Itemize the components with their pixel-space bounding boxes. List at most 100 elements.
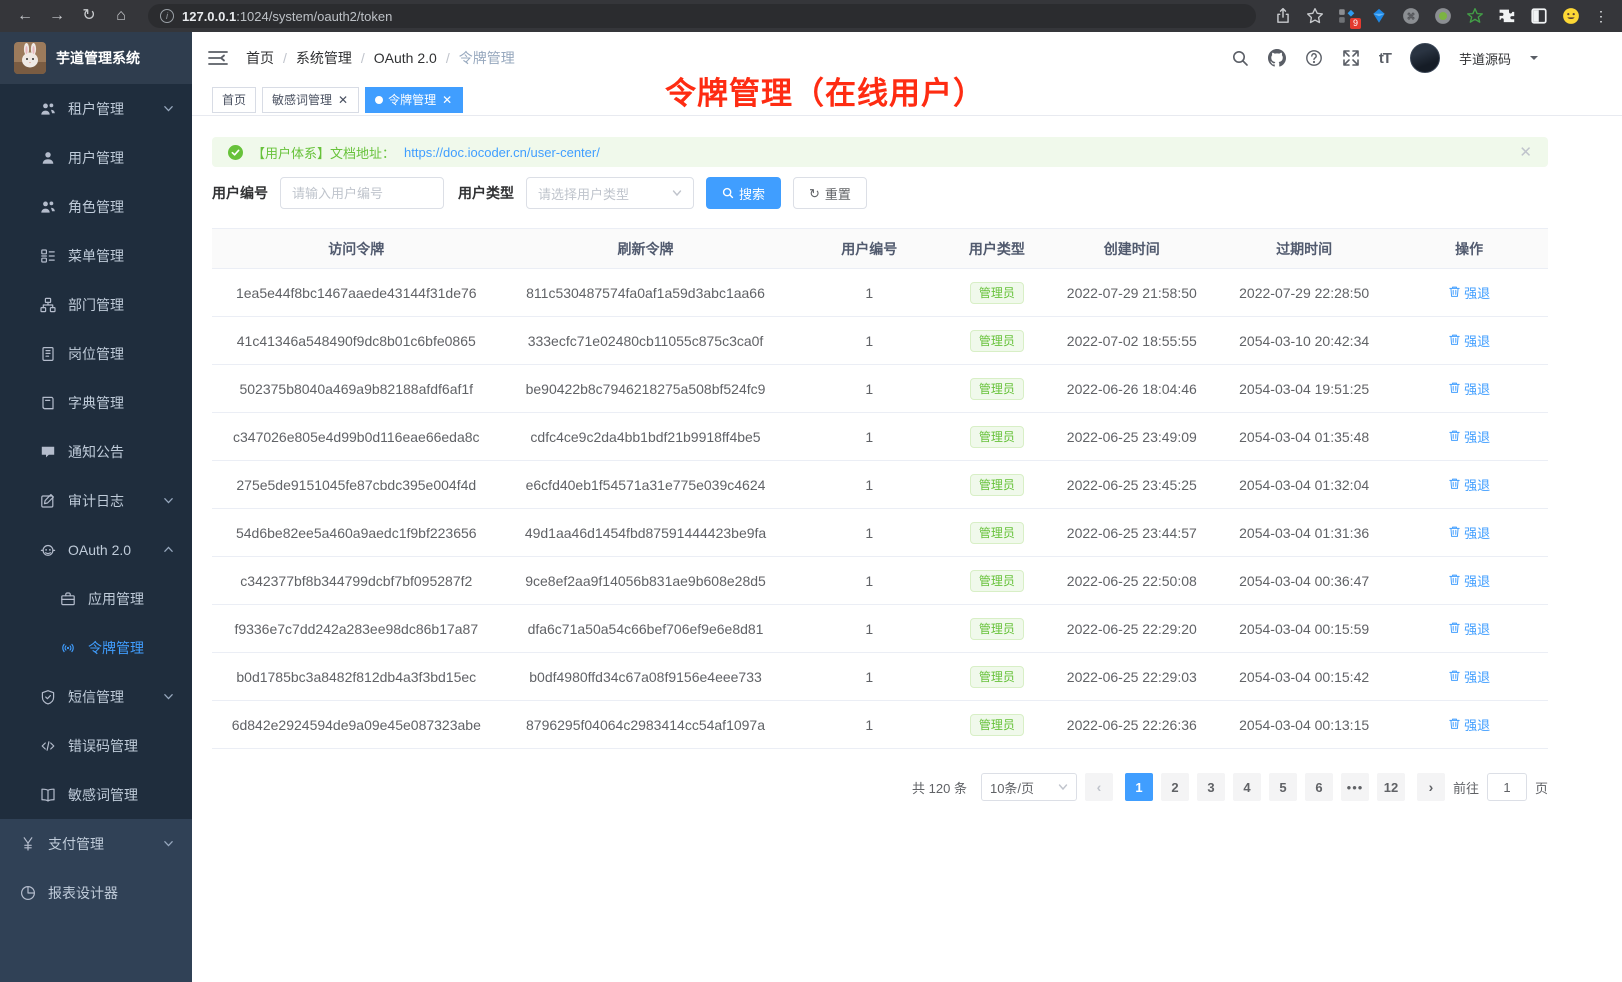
sidebar-item-sms[interactable]: 短信管理: [0, 672, 192, 721]
column-header: 刷新令牌: [500, 228, 791, 269]
table-row: 275e5de9151045fe87cbdc395e004f4d e6cfd40e…: [212, 460, 1548, 509]
refresh-token-cell: 333ecfc71e02480cb11055c875c3ca0f: [500, 316, 791, 365]
page-button-2[interactable]: 2: [1160, 773, 1189, 801]
force-logout-button[interactable]: 强退: [1448, 379, 1490, 398]
sidebar-item-role[interactable]: 角色管理: [0, 182, 192, 231]
force-logout-button[interactable]: 强退: [1448, 283, 1490, 302]
tab-2[interactable]: 令牌管理 ✕: [365, 86, 464, 113]
sidebar-item-dict[interactable]: 字典管理: [0, 378, 192, 427]
page-ellipsis[interactable]: •••: [1340, 773, 1369, 801]
next-page-button[interactable]: ›: [1416, 773, 1445, 801]
chevron-down-icon: [163, 103, 174, 114]
trash-icon: [1448, 477, 1461, 493]
column-header: 用户编号: [790, 228, 949, 269]
search-icon[interactable]: [1231, 49, 1249, 67]
force-logout-button[interactable]: 强退: [1448, 427, 1490, 446]
record-extension-icon[interactable]: [1434, 7, 1452, 25]
page-button-12[interactable]: 12: [1376, 773, 1405, 801]
force-logout-button[interactable]: 强退: [1448, 619, 1490, 638]
sidebar-item-dept[interactable]: 部门管理: [0, 280, 192, 329]
goto-page-input[interactable]: [1486, 773, 1527, 801]
breadcrumb-system[interactable]: 系统管理: [295, 50, 352, 66]
profile-emoji-icon[interactable]: [1562, 7, 1580, 25]
force-logout-button[interactable]: 强退: [1448, 523, 1490, 542]
sidebar-item-oauth2-app[interactable]: 应用管理: [0, 574, 192, 623]
app-logo-band[interactable]: 芋道管理系统: [0, 32, 192, 84]
share-icon[interactable]: [1274, 7, 1292, 25]
sidebar-item-user[interactable]: 用户管理: [0, 133, 192, 182]
browser-home-icon[interactable]: ⌂: [116, 7, 126, 24]
sidebar-item-menu[interactable]: 菜单管理: [0, 231, 192, 280]
page-size-select[interactable]: 10条/页: [980, 773, 1077, 801]
report-chart-icon: [20, 885, 36, 901]
user-type-cell: 管理员: [948, 460, 1046, 509]
user-id-input[interactable]: [280, 177, 444, 209]
pay-yen-icon: [20, 836, 36, 852]
page-button-4[interactable]: 4: [1232, 773, 1261, 801]
user-avatar[interactable]: [1409, 43, 1440, 73]
tab-1[interactable]: 敏感词管理 ✕: [262, 86, 360, 113]
gem-extension-icon[interactable]: [1370, 7, 1388, 25]
browser-back-icon[interactable]: ←: [17, 7, 33, 24]
breadcrumb-home[interactable]: 首页: [246, 50, 274, 66]
refresh-token-cell: 8796295f04064c2983414cc54af1097a: [500, 700, 791, 749]
sidebar-item-sensitive-word[interactable]: 敏感词管理: [0, 770, 192, 819]
search-button[interactable]: 搜索: [706, 177, 782, 209]
github-icon[interactable]: [1267, 49, 1286, 67]
user-name[interactable]: 芋道源码: [1458, 51, 1511, 67]
browser-toolbar: ← → ↻ ⌂ i 127.0.0.1:1024/system/oauth2/t…: [0, 0, 1622, 32]
oauth-robot-icon: [40, 542, 56, 558]
sidebar-item-report-designer[interactable]: 报表设计器: [0, 868, 192, 917]
site-info-icon[interactable]: i: [160, 9, 174, 23]
browser-reload-icon[interactable]: ↻: [82, 7, 96, 24]
sidebar-item-oauth2-token[interactable]: 令牌管理: [0, 623, 192, 672]
sidebar-item-oauth2[interactable]: OAuth 2.0: [0, 525, 192, 574]
reset-button[interactable]: ↻ 重置: [793, 177, 867, 209]
refresh-token-cell: dfa6c71a50a54c66bef706ef9e6e8d81: [500, 604, 791, 653]
page-button-5[interactable]: 5: [1268, 773, 1297, 801]
force-logout-button[interactable]: 强退: [1448, 331, 1490, 350]
tab-close-icon[interactable]: ✕: [338, 92, 349, 107]
browser-forward-icon[interactable]: →: [49, 7, 65, 24]
prev-page-button[interactable]: ‹: [1084, 773, 1113, 801]
sidebar-item-post[interactable]: 岗位管理: [0, 329, 192, 378]
sidebar-item-error-code[interactable]: 错误码管理: [0, 721, 192, 770]
command-extension-icon[interactable]: ⌘: [1402, 7, 1420, 25]
sidebar-item-notice[interactable]: 通知公告: [0, 427, 192, 476]
force-logout-button[interactable]: 强退: [1448, 667, 1490, 686]
user-type-select[interactable]: 请选择用户类型: [526, 177, 694, 209]
reading-mode-icon[interactable]: [1530, 7, 1548, 25]
address-bar[interactable]: i 127.0.0.1:1024/system/oauth2/token: [148, 4, 1256, 28]
tab-0[interactable]: 首页: [212, 86, 257, 113]
audit-log-icon: [40, 493, 56, 509]
help-icon[interactable]: [1305, 49, 1323, 67]
sidebar-item-pay[interactable]: 支付管理: [0, 819, 192, 868]
force-logout-button[interactable]: 强退: [1448, 571, 1490, 590]
force-logout-button[interactable]: 强退: [1448, 715, 1490, 734]
tab-groups-extension-icon[interactable]: 9: [1338, 7, 1361, 29]
access-token-cell: 1ea5e44f8bc1467aaede43144f31de76: [212, 268, 501, 317]
user-menu-caret-icon[interactable]: [1530, 56, 1538, 64]
fullscreen-icon[interactable]: [1342, 49, 1360, 67]
sidebar-collapse-icon[interactable]: [208, 50, 228, 66]
sidebar-item-audit-log[interactable]: 审计日志: [0, 476, 192, 525]
alert-close-icon[interactable]: ✕: [1519, 144, 1532, 161]
tab-close-icon[interactable]: ✕: [442, 92, 453, 107]
page-button-6[interactable]: 6: [1304, 773, 1333, 801]
bookmark-star-icon[interactable]: [1306, 7, 1324, 25]
breadcrumb-oauth2[interactable]: OAuth 2.0: [373, 50, 437, 66]
chevron-down-icon: [163, 838, 174, 849]
page-button-1[interactable]: 1: [1124, 773, 1153, 801]
post-badge-icon: [40, 346, 56, 362]
page-button-3[interactable]: 3: [1196, 773, 1225, 801]
puzzle-extensions-icon[interactable]: [1498, 7, 1516, 25]
doc-link[interactable]: https://doc.iocoder.cn/user-center/: [404, 144, 600, 160]
browser-menu-icon[interactable]: ⋮: [1594, 8, 1608, 24]
table-header-row: 访问令牌 刷新令牌 用户编号 用户类型 创建时间 过期时间 操作: [212, 228, 1548, 269]
green-star-extension-icon[interactable]: [1466, 7, 1484, 25]
force-logout-button[interactable]: 强退: [1448, 475, 1490, 494]
font-size-icon[interactable]: tT: [1378, 49, 1392, 67]
sidebar-item-tenant[interactable]: 租户管理: [0, 84, 192, 133]
user-type-tag: 管理员: [969, 281, 1024, 304]
user-type-cell: 管理员: [948, 364, 1046, 413]
